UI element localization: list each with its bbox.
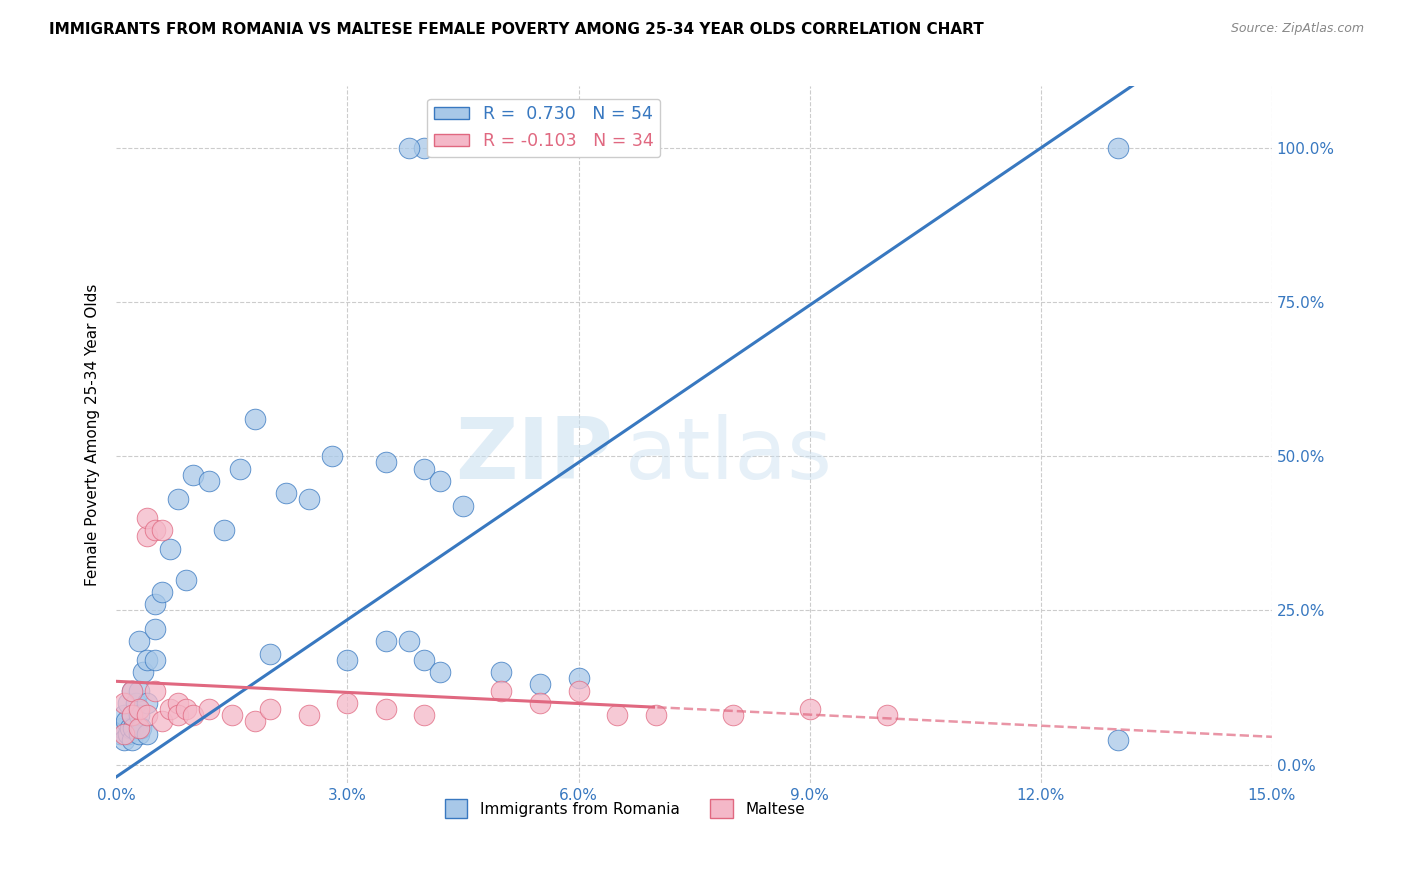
Text: Source: ZipAtlas.com: Source: ZipAtlas.com [1230, 22, 1364, 36]
Point [491, 665, 513, 679]
Point [128, 702, 150, 716]
Point [429, 665, 451, 679]
Point [413, 141, 436, 155]
Point [298, 708, 321, 723]
Point [321, 450, 343, 464]
Point [124, 696, 146, 710]
Text: atlas: atlas [624, 414, 832, 497]
Point [799, 702, 821, 716]
Point [112, 708, 135, 723]
Point [259, 702, 281, 716]
Point [174, 702, 197, 716]
Point [128, 721, 150, 735]
Point [112, 727, 135, 741]
Point [374, 455, 396, 469]
Point [111, 721, 134, 735]
Point [112, 732, 135, 747]
Point [181, 708, 204, 723]
Point [451, 499, 474, 513]
Point [413, 708, 436, 723]
Point [136, 696, 159, 710]
Point [129, 721, 152, 735]
Point [121, 708, 143, 723]
Point [112, 696, 135, 710]
Point [159, 541, 181, 556]
Point [114, 714, 136, 729]
Point [143, 653, 166, 667]
Point [152, 585, 174, 599]
Point [197, 702, 219, 716]
Point [1107, 141, 1129, 155]
Point [567, 671, 589, 685]
Point [221, 708, 243, 723]
Y-axis label: Female Poverty Among 25-34 Year Olds: Female Poverty Among 25-34 Year Olds [86, 284, 100, 586]
Point [128, 727, 150, 741]
Point [132, 665, 155, 679]
Point [606, 708, 628, 723]
Point [136, 653, 159, 667]
Point [243, 412, 266, 426]
Point [136, 511, 159, 525]
Point [413, 461, 436, 475]
Point [174, 573, 197, 587]
Point [121, 683, 143, 698]
Point [136, 727, 159, 741]
Point [243, 714, 266, 729]
Point [721, 708, 744, 723]
Point [567, 683, 589, 698]
Point [298, 492, 321, 507]
Point [121, 708, 143, 723]
Point [152, 523, 174, 537]
Point [644, 708, 666, 723]
Legend: Immigrants from Romania, Maltese: Immigrants from Romania, Maltese [439, 793, 811, 824]
Point [120, 721, 142, 735]
Point [197, 474, 219, 488]
Point [876, 708, 898, 723]
Point [128, 683, 150, 698]
Point [143, 622, 166, 636]
Point [143, 597, 166, 611]
Point [398, 141, 420, 155]
Point [413, 653, 436, 667]
Point [117, 727, 139, 741]
Point [181, 467, 204, 482]
Point [212, 523, 235, 537]
Point [143, 683, 166, 698]
Point [1107, 732, 1129, 747]
Point [108, 727, 131, 741]
Point [122, 721, 145, 735]
Point [529, 677, 551, 691]
Point [274, 486, 297, 500]
Point [128, 708, 150, 723]
Point [136, 529, 159, 543]
Text: IMMIGRANTS FROM ROMANIA VS MALTESE FEMALE POVERTY AMONG 25-34 YEAR OLDS CORRELAT: IMMIGRANTS FROM ROMANIA VS MALTESE FEMAL… [49, 22, 984, 37]
Point [398, 634, 420, 648]
Point [336, 653, 359, 667]
Text: ZIP: ZIP [456, 414, 613, 497]
Point [121, 732, 143, 747]
Point [117, 696, 139, 710]
Point [336, 696, 359, 710]
Point [429, 474, 451, 488]
Point [491, 683, 513, 698]
Point [529, 696, 551, 710]
Point [228, 461, 250, 475]
Point [259, 647, 281, 661]
Point [167, 492, 190, 507]
Point [374, 634, 396, 648]
Point [159, 702, 181, 716]
Point [167, 696, 190, 710]
Point [167, 708, 190, 723]
Point [143, 523, 166, 537]
Point [374, 702, 396, 716]
Point [152, 714, 174, 729]
Point [128, 634, 150, 648]
Point [121, 683, 143, 698]
Point [136, 708, 159, 723]
